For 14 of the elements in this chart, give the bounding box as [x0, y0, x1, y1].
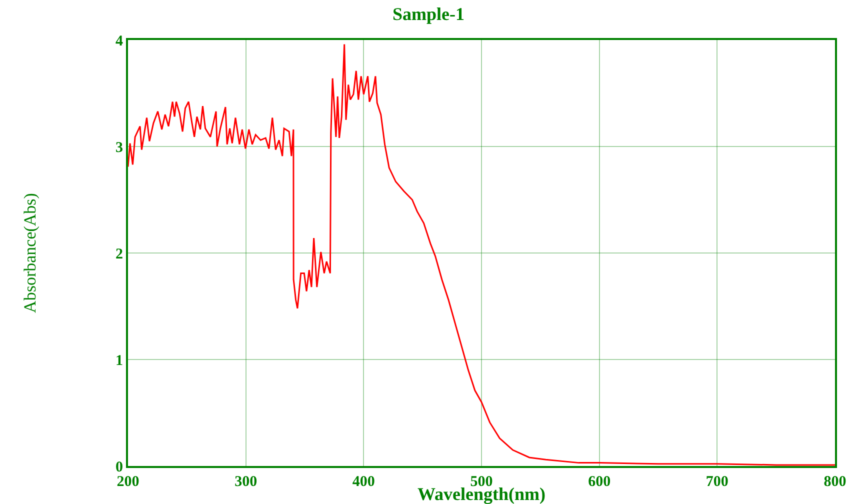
x-tick-label: 300: [234, 474, 258, 490]
x-tick-label: 200: [116, 474, 140, 490]
x-tick-label: 500: [470, 474, 493, 490]
x-tick-label: 400: [352, 474, 375, 490]
x-tick-label: 800: [824, 474, 846, 490]
y-tick-label: 4: [116, 33, 124, 50]
chart-title: Sample-1: [392, 4, 464, 24]
y-tick-label: 3: [116, 140, 123, 156]
x-tick-label: 700: [706, 474, 728, 490]
x-tick-label: 600: [588, 474, 611, 490]
y-axis-title: Absorbance(Abs): [20, 193, 40, 313]
y-tick-label: 2: [116, 246, 123, 262]
y-tick-label: 0: [116, 459, 123, 476]
y-tick-label: 1: [116, 352, 123, 369]
